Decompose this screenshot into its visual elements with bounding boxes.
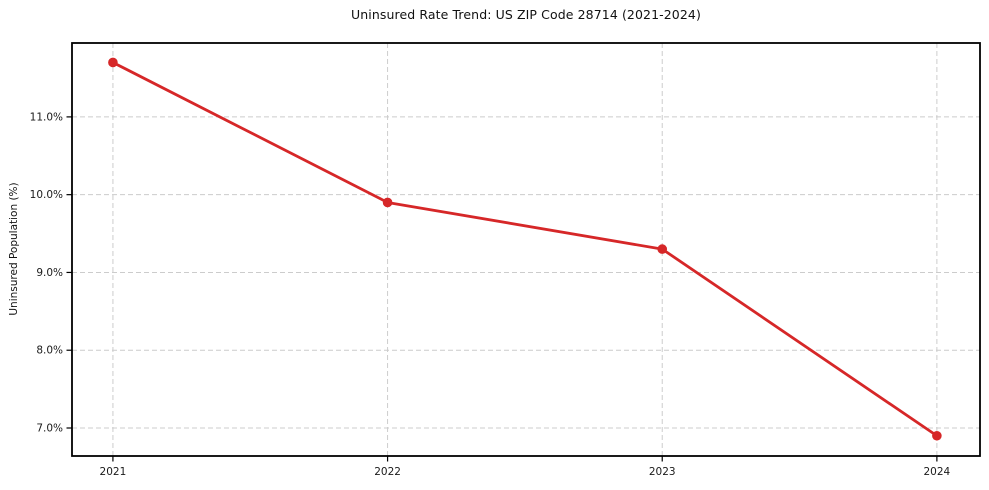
- data-point-marker: [382, 197, 393, 208]
- y-tick-label: 10.0%: [30, 189, 63, 201]
- x-tick-label: 2024: [924, 466, 951, 478]
- x-tick-label: 2021: [100, 466, 127, 478]
- y-tick-label: 7.0%: [36, 423, 63, 435]
- plot-border: [71, 42, 981, 457]
- x-tick-label: 2022: [374, 466, 401, 478]
- chart-title: Uninsured Rate Trend: US ZIP Code 28714 …: [351, 7, 701, 22]
- data-point-marker: [108, 57, 118, 68]
- y-tick-label: 11.0%: [30, 111, 63, 123]
- y-tick-label: 9.0%: [36, 267, 63, 279]
- y-tick-label: 8.0%: [36, 345, 63, 357]
- data-point-marker: [657, 244, 668, 254]
- trend-line: [111, 61, 939, 438]
- data-point-marker: [932, 430, 942, 441]
- x-tick-label: 2023: [649, 466, 676, 478]
